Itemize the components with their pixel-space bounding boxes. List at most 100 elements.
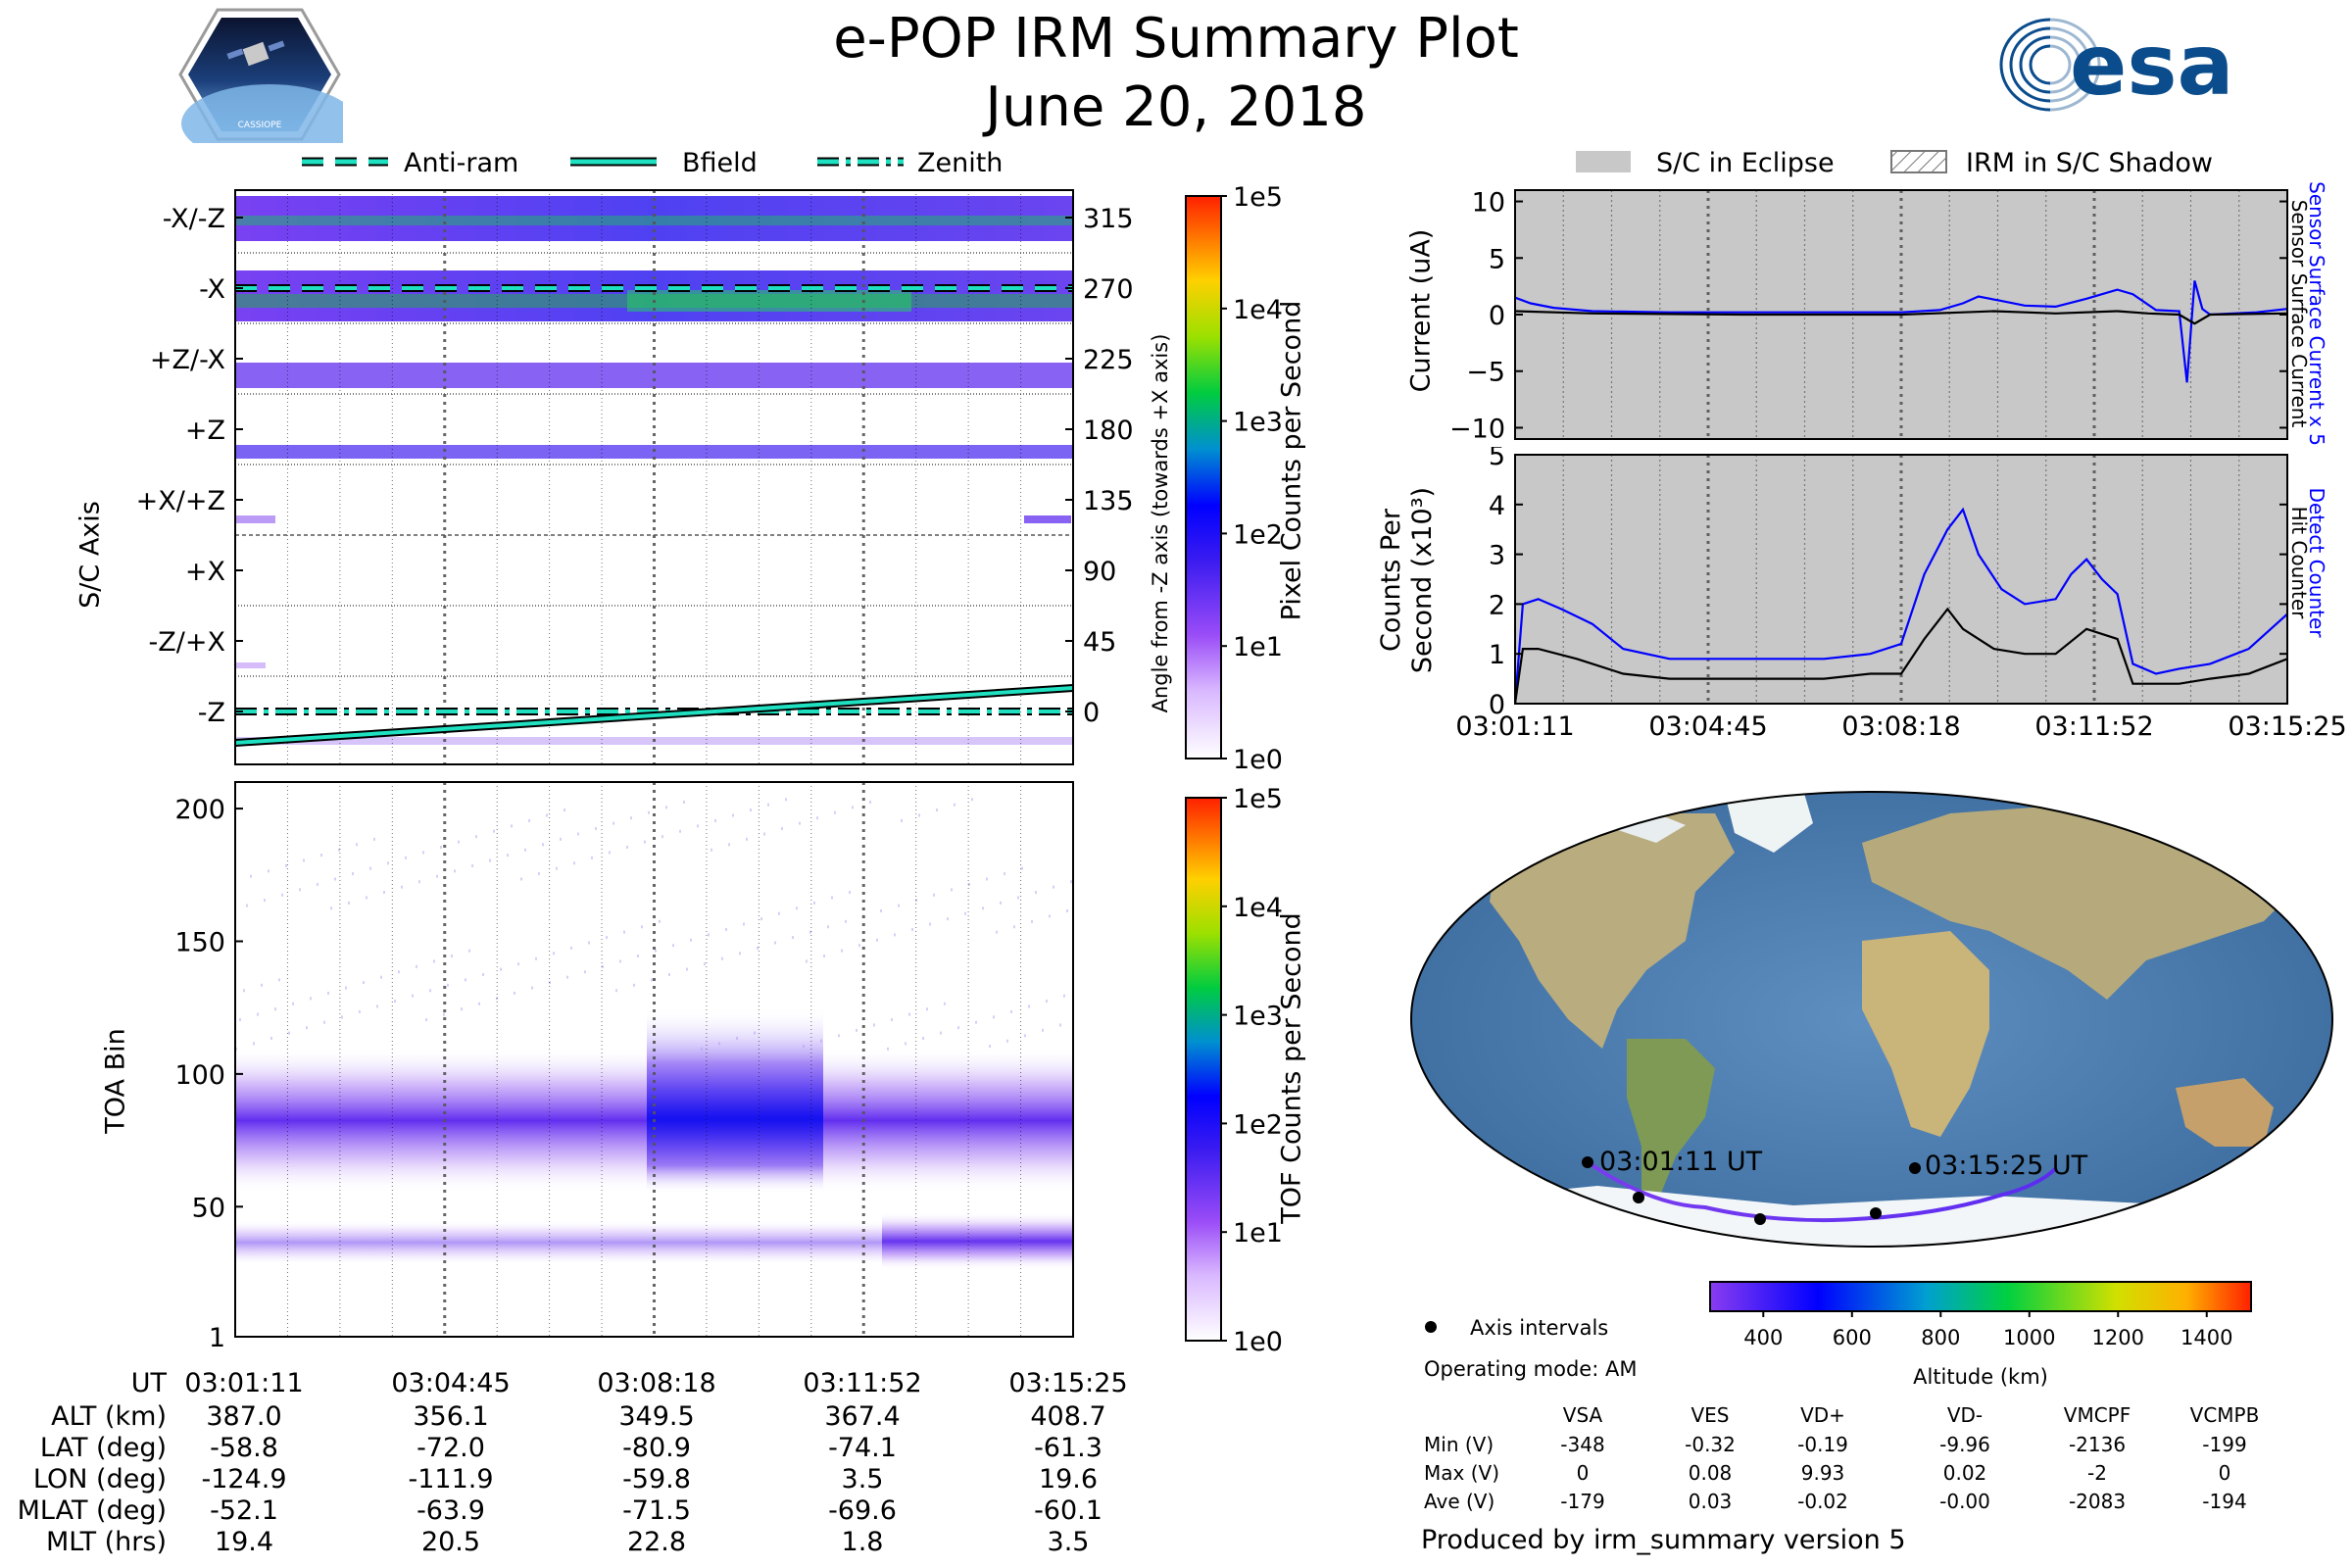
voltage-row-label: Max (V) — [1424, 1461, 1499, 1485]
eph-cell: -59.8 — [622, 1464, 691, 1494]
toa-sparse-point — [433, 959, 435, 963]
toa-sparse-point — [348, 901, 350, 905]
altitude-tick-label: 600 — [1833, 1326, 1872, 1349]
heatmap-band — [235, 363, 1073, 388]
toa-sparse-point — [412, 994, 414, 998]
toa-sparse-point — [1070, 880, 1072, 884]
toa-sparse-point — [1024, 1034, 1026, 1038]
eph-cell: -58.8 — [210, 1433, 278, 1463]
ut-label: UT — [130, 1368, 167, 1398]
toa-sparse-point — [359, 1009, 361, 1013]
altitude-tick-label: 1400 — [2180, 1326, 2232, 1349]
toa-sparse-point — [873, 1023, 875, 1027]
altitude-tick-label: 800 — [1921, 1326, 1960, 1349]
toa-sparse-point — [898, 904, 900, 907]
toa-sparse-point — [471, 863, 473, 867]
sc-axis-panel: -X/-Z -X +Z/-X +Z +X/+Z +X -Z/+X -Z 315 270 225 18… — [136, 189, 1134, 765]
toa-sparse-point — [520, 877, 522, 881]
toa-sparse-point — [264, 899, 266, 903]
toa-sparse-point — [546, 813, 548, 817]
toa-sparse-point — [841, 949, 843, 953]
toa-sparse-point — [320, 854, 322, 858]
toa-sparse-point — [648, 810, 650, 814]
toa-sparse-point — [918, 813, 920, 817]
toa-sparse-point — [944, 1002, 946, 1005]
toa-sparse-point — [637, 955, 639, 958]
toa-sparse-point — [542, 843, 544, 847]
eph-cell: 408.7 — [1030, 1401, 1106, 1432]
toa-sparse-point — [447, 983, 449, 987]
toa-sparse-point — [757, 946, 759, 950]
toa-sparse-point — [278, 978, 280, 982]
eph-cell: -80.9 — [622, 1433, 691, 1463]
eph-cell: -60.1 — [1034, 1495, 1102, 1526]
series-surface-current: Sensor Surface Current — [2287, 199, 2311, 428]
toa-tick-label: 200 — [174, 795, 225, 825]
toa-sparse-point — [239, 1018, 241, 1022]
x-tick-label: 03:01:11 — [1455, 711, 1574, 742]
toa-sparse-point — [746, 837, 748, 841]
toa-sparse-point — [1010, 1009, 1012, 1013]
toa-sparse-point — [383, 891, 385, 895]
sc-axis-angle-label: 270 — [1083, 274, 1134, 305]
toa-sparse-point — [363, 981, 365, 985]
voltage-cell: -0.02 — [1797, 1490, 1848, 1513]
toa-sparse-point — [330, 906, 332, 910]
toa-sparse-point — [1021, 866, 1023, 870]
toa-sparse-point — [538, 872, 540, 876]
toa-sparse-point — [416, 964, 417, 968]
altitude-tick-label: 1200 — [2092, 1326, 2144, 1349]
toa-sparse-point — [553, 952, 555, 956]
toa-sparse-point — [633, 983, 635, 987]
ut-tick-label: 03:11:52 — [803, 1368, 922, 1398]
toa-sparse-point — [996, 930, 998, 934]
toa-sparse-point — [606, 936, 608, 940]
voltage-cell: 0.03 — [1688, 1490, 1733, 1513]
sc-axis-angle-label: 180 — [1083, 416, 1134, 446]
y-tick-label: 0 — [1489, 690, 1505, 720]
toa-sparse-point — [690, 938, 692, 942]
sc-axis-tick-label: +Z — [185, 416, 225, 446]
toa-sparse-point — [1046, 1000, 1048, 1004]
toa-sparse-point — [849, 891, 851, 895]
colorbar-tick-label: 1e3 — [1233, 1002, 1283, 1032]
toa-sparse-point — [292, 1002, 294, 1005]
colorbar-tick-label: 1e2 — [1233, 1109, 1283, 1140]
sc-axis-left-ticks: -X/-Z -X +Z/-X +Z +X/+Z +X -Z/+X -Z — [136, 204, 243, 728]
toa-sparse-point — [710, 848, 712, 852]
toa-sparse-point — [422, 851, 424, 855]
toa-sparse-point — [887, 1047, 889, 1051]
toa-sparse-point — [609, 851, 611, 855]
toa-sparse-point — [662, 835, 663, 839]
toa-sparse-point — [725, 927, 727, 931]
eph-row-label: MLAT (deg) — [17, 1495, 167, 1526]
y-tick-label: 3 — [1489, 541, 1505, 571]
toa-sparse-point — [827, 925, 829, 929]
toa-sparse-point — [1004, 872, 1005, 876]
toa-sparse-point — [1028, 1004, 1030, 1008]
ut-tick-label: 03:04:45 — [391, 1368, 511, 1398]
toa-sparse-point — [591, 856, 593, 859]
toa-sparse-point — [570, 946, 572, 950]
eph-cell: 19.4 — [214, 1527, 274, 1557]
voltage-header: VMCPF — [2063, 1403, 2132, 1427]
y-tick-label: 1 — [1489, 640, 1505, 670]
toa-hot-band — [647, 1007, 823, 1194]
eph-cell: -61.3 — [1034, 1433, 1102, 1463]
landmass-africa — [1862, 931, 1989, 1137]
current-panel: 10 5 0 −5 −10 — [1449, 188, 2288, 444]
eph-cell: 3.5 — [1047, 1527, 1090, 1557]
toa-low-band-end — [882, 1211, 1073, 1271]
y-tick-label: 5 — [1489, 244, 1505, 274]
axis-intervals-text: Axis intervals — [1470, 1316, 1608, 1340]
voltage-cell: -9.96 — [1939, 1433, 1990, 1456]
toa-sparse-point — [517, 962, 519, 966]
toa-sparse-point — [243, 989, 245, 993]
landmass-australia — [2176, 1078, 2274, 1147]
toa-sparse-point — [524, 848, 526, 852]
toa-sparse-point — [250, 874, 252, 878]
toa-sparse-point — [736, 1036, 738, 1040]
sc-axis-angle-label: 45 — [1083, 627, 1116, 658]
toa-sparse-point — [443, 1012, 445, 1016]
toa-sparse-point — [936, 808, 938, 812]
